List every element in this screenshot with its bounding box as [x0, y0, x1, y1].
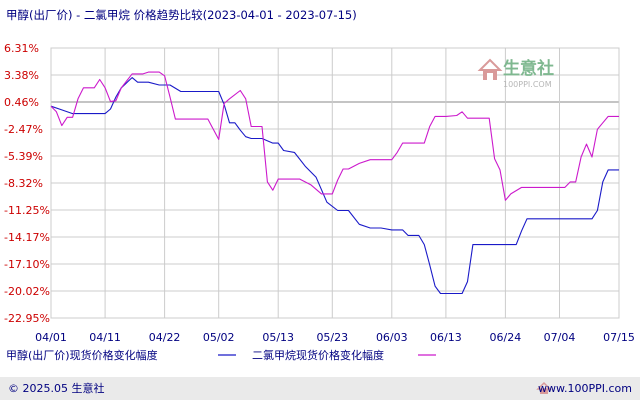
house-logo-icon	[477, 58, 503, 80]
y-tick-label: -5.39%	[4, 150, 43, 163]
chart-title: 甲醇(出厂价) - 二氯甲烷 价格趋势比较(2023-04-01 - 2023-…	[6, 8, 357, 22]
grid	[50, 47, 620, 319]
legend-label-dichloromethane: 二氯甲烷现货价格变化幅度	[252, 348, 384, 362]
x-tick-label: 04/11	[89, 331, 121, 344]
x-tick-label: 06/13	[430, 331, 462, 344]
y-tick-label: -2.47%	[4, 123, 43, 136]
series-line-dichloromethane	[50, 71, 619, 201]
footer-url[interactable]: www.100PPI.com	[538, 382, 632, 395]
x-tick-label: 04/01	[35, 331, 67, 344]
legend-label-methanol: 甲醇(出厂价)现货价格变化幅度	[6, 348, 158, 362]
y-tick-label: 0.46%	[4, 96, 39, 109]
footer-bar: © 2025.05 生意社 www.100PPI.com	[0, 377, 640, 400]
footer-copyright: © 2025.05 生意社	[8, 381, 104, 395]
x-tick-label: 04/22	[149, 331, 181, 344]
y-tick-label: -22.95%	[4, 312, 50, 325]
x-tick-label: 05/13	[262, 331, 294, 344]
legend: 甲醇(出厂价)现货价格变化幅度 二氯甲烷现货价格变化幅度	[6, 348, 436, 362]
watermark-logo: 生意社 100PPI.COM	[477, 58, 554, 89]
series-layer	[50, 71, 619, 295]
y-tick-label: -14.17%	[4, 231, 50, 244]
x-tick-label: 07/04	[544, 331, 576, 344]
x-tick-label: 06/03	[376, 331, 408, 344]
y-tick-label: -20.02%	[4, 285, 50, 298]
x-tick-label: 05/23	[316, 331, 348, 344]
y-tick-label: -11.25%	[4, 204, 50, 217]
x-tick-label: 07/15	[603, 331, 635, 344]
x-tick-label: 05/02	[203, 331, 235, 344]
watermark-site-name: 生意社	[503, 58, 554, 79]
x-tick-labels: 04/01 04/11 04/22 05/02 05/13 05/23 06/03 06/13…	[35, 331, 635, 344]
x-tick-label: 06/24	[490, 331, 522, 344]
y-tick-label: 3.38%	[4, 69, 39, 82]
series-line-methanol	[50, 77, 619, 295]
y-tick-label: -17.10%	[4, 258, 50, 271]
watermark-site-url: 100PPI.COM	[503, 80, 552, 89]
footer-logo-icon	[536, 381, 552, 394]
y-tick-label: -8.32%	[4, 177, 43, 190]
y-tick-labels: 6.31% 3.38% 0.46% -2.47% -5.39% -8.32% -11.25%…	[4, 42, 50, 325]
y-tick-label: 6.31%	[4, 42, 39, 55]
